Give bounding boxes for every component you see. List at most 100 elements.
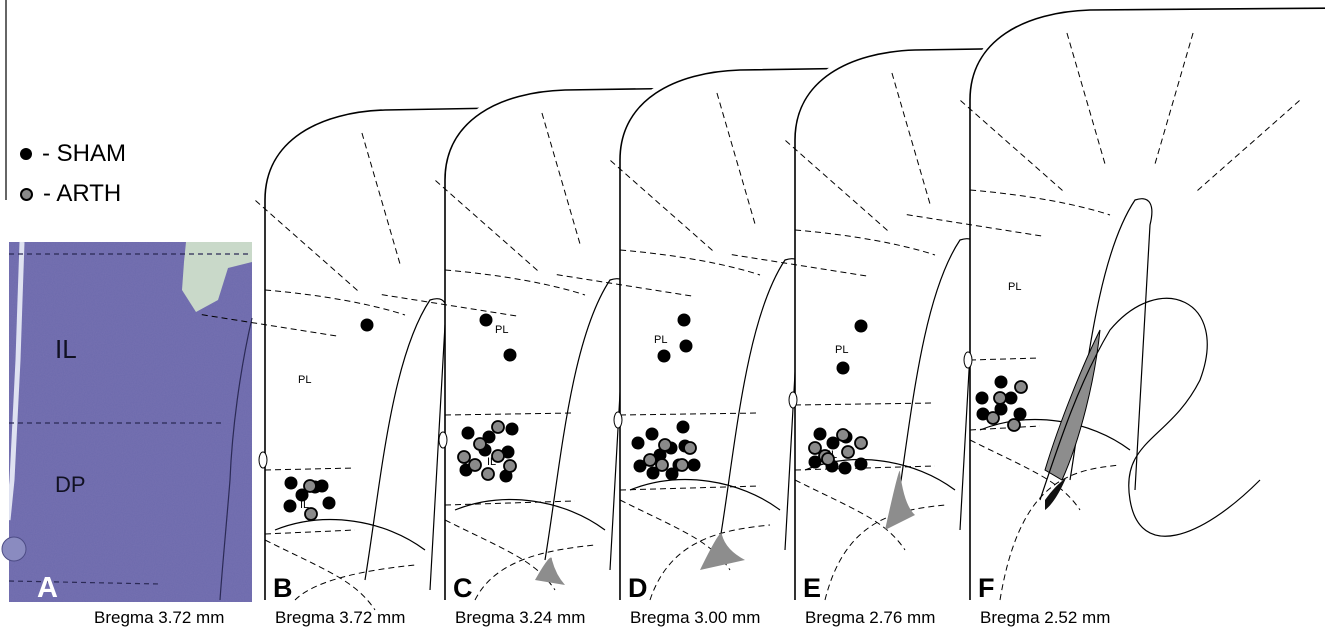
arth-site-dot	[808, 441, 822, 455]
ventricle	[1044, 329, 1101, 481]
sham-site-dot	[646, 466, 660, 480]
sham-site-dot	[283, 499, 297, 513]
corpus-edge	[274, 519, 426, 551]
cortex-outline	[619, 67, 871, 600]
sham-site-dot	[645, 427, 659, 441]
caption-d: Bregma 3.00 mm	[630, 608, 761, 627]
arth-site-dot	[1007, 418, 1021, 432]
atlas-panel-b: PL IL B	[197, 107, 598, 611]
photo-left-strip	[0, 242, 9, 602]
sham-site-dot	[826, 436, 840, 450]
sham-site-dot	[1013, 407, 1027, 421]
corpus-edge	[629, 479, 781, 511]
layer-boundary	[607, 157, 713, 251]
caption-a: Bregma 3.72 mm	[94, 608, 225, 627]
layer-boundary	[957, 97, 1063, 191]
layer-boundary	[360, 128, 401, 264]
corpus-edge	[804, 459, 956, 491]
lower-boundary-1	[794, 479, 906, 551]
sham-site-dot	[687, 458, 701, 472]
sham-site-dot	[505, 422, 519, 436]
photo-boundary-bottom	[8, 580, 161, 585]
corpus-edge	[454, 499, 606, 531]
pl-label: PL	[495, 324, 508, 336]
sham-site-dot	[994, 402, 1008, 416]
sham-site-dot	[360, 318, 374, 332]
arth-site-dot	[841, 445, 855, 459]
arth-site-dot	[491, 420, 505, 434]
pl-label: PL	[654, 334, 667, 346]
sham-site-dot	[295, 488, 309, 502]
arth-site-dot	[658, 438, 672, 452]
ventricle	[700, 533, 745, 570]
layer-boundary	[552, 273, 692, 297]
arth-site-dot	[303, 479, 317, 493]
layer-boundary	[715, 88, 756, 224]
panel-letter-b: B	[273, 573, 293, 603]
lower-boundary-1	[264, 539, 376, 611]
arth-site-dot	[675, 458, 689, 472]
pl-label: PL	[1008, 281, 1021, 293]
photo-panel-a: IL DP A	[0, 241, 253, 604]
ventricle-dark	[1045, 478, 1066, 510]
arth-site-dot	[821, 452, 835, 466]
sham-site-dot	[854, 457, 868, 471]
caption-f: Bregma 2.52 mm	[980, 608, 1111, 627]
arth-site-dot	[503, 459, 517, 473]
il-boundary	[444, 412, 576, 506]
sham-site-dot	[1004, 391, 1018, 405]
panel-background	[970, 10, 1325, 600]
pl-upper-boundary	[264, 289, 406, 316]
midline-oval	[438, 431, 448, 449]
arth-site-dot	[993, 391, 1007, 405]
midline-oval	[963, 351, 973, 369]
layer-boundary	[1197, 97, 1303, 191]
lower-boundary-2	[649, 524, 771, 601]
sham-site-dot	[461, 426, 475, 440]
caption-b: Bregma 3.72 mm	[275, 608, 406, 627]
arth-site-dot	[468, 458, 482, 472]
sham-site-dot	[479, 313, 493, 327]
sham-site-dot	[679, 339, 693, 353]
layer-boundary	[1154, 28, 1195, 164]
cortex-outline	[969, 7, 1325, 600]
photo-label-dp: DP	[55, 472, 86, 497]
panel-background	[265, 110, 500, 600]
arth-site-dot	[481, 467, 495, 481]
sham-site-dot	[854, 319, 868, 333]
panel-letter-f: F	[978, 573, 995, 603]
arth-site-dot	[457, 450, 471, 464]
il-boundary	[264, 467, 356, 535]
layer-boundary	[727, 253, 867, 277]
sham-site-dot	[633, 459, 647, 473]
midline-oval	[613, 411, 623, 429]
cortex-outline	[264, 107, 501, 600]
sham-site-dot	[838, 461, 852, 475]
sham-symbol	[20, 148, 32, 160]
sham-site-dot	[631, 436, 645, 450]
layer-boundary	[252, 197, 358, 291]
pl-upper-boundary	[619, 249, 761, 276]
layer-boundary	[902, 213, 1042, 237]
layer-boundary	[377, 293, 517, 317]
midline-oval	[258, 451, 268, 469]
photo-vessel	[1, 536, 27, 562]
layer-boundary	[540, 108, 581, 244]
layer-boundary	[197, 313, 337, 337]
pl-upper-boundary	[794, 229, 936, 256]
sham-site-dot	[813, 427, 827, 441]
sham-site-dot	[808, 455, 822, 469]
layer-boundary	[432, 177, 538, 271]
lower-boundary-1	[969, 439, 1081, 511]
il-label: IL	[300, 499, 309, 511]
sham-site-dot	[503, 348, 517, 362]
pl-label: PL	[835, 344, 848, 356]
sham-site-dot	[975, 391, 989, 405]
sham-site-dot	[665, 467, 679, 481]
midline-oval	[788, 391, 798, 409]
panel-letter-c: C	[453, 573, 473, 603]
photo-label-il: IL	[55, 334, 77, 364]
sham-site-dot	[677, 313, 691, 327]
sham-site-dot	[836, 361, 850, 375]
